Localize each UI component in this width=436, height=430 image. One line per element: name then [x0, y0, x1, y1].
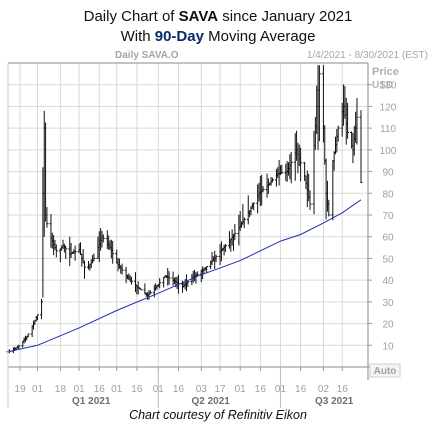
- y-tick-label: 10: [382, 341, 394, 352]
- ohlc-bar: [261, 186, 265, 193]
- ma-period-label: 90-Day: [154, 28, 204, 45]
- ohlc-bar: [120, 263, 124, 275]
- ohlc-bar: [280, 164, 284, 174]
- auto-scale-label: Auto: [374, 366, 397, 377]
- ohlc-bar: [246, 195, 250, 225]
- ohlc-bar: [64, 245, 68, 260]
- x-tick-label: 01: [32, 384, 44, 395]
- x-tick-label: 16: [94, 384, 106, 395]
- ohlc-bar: [252, 202, 256, 211]
- chart-axes: 10 20 30 40 50 60 70 80 90 100 110 120 130 19 01 18 01 16…: [15, 81, 397, 408]
- y-tick-label: 90: [382, 168, 394, 179]
- x-tick-label: 17: [215, 384, 227, 395]
- y-tick-label: 60: [382, 233, 394, 244]
- ohlc-bar: [233, 224, 237, 241]
- chart-title-line-1: Daily Chart of SAVA since January 2021: [83, 8, 353, 25]
- ohlc-bar: [45, 207, 49, 228]
- ohlc-bar: [205, 265, 209, 274]
- x-tick-label: 03: [196, 384, 208, 395]
- x-tick-label: 16: [295, 384, 307, 395]
- ticker-label: SAVA: [178, 8, 219, 25]
- x-tick-label: 19: [15, 384, 27, 395]
- y-tick-label: 30: [382, 298, 394, 309]
- ohlc-bar: [139, 288, 143, 291]
- x-tick-label: 16: [255, 384, 267, 395]
- instrument-label: Daily SAVA.O: [115, 50, 179, 61]
- quarter-label: Q3 2021: [315, 396, 354, 407]
- x-tick-label: 01: [235, 384, 247, 395]
- x-tick-label: 18: [55, 384, 67, 395]
- ohlc-bar: [270, 177, 274, 183]
- ohlc-bar: [223, 244, 227, 252]
- ohlc-bar: [92, 253, 96, 262]
- y-tick-label: 20: [382, 320, 394, 331]
- stock-chart: 10 20 30 40 50 60 70 80 90 100 110 120 130 19 01 18 01 16…: [6, 50, 428, 408]
- ohlc-bar: [359, 110, 363, 184]
- auto-scale-button[interactable]: Auto: [369, 363, 401, 378]
- x-tick-label: 16: [131, 384, 143, 395]
- price-axis-title: Price: [372, 66, 399, 78]
- ohlc-bar: [73, 245, 77, 261]
- chart-grid: [8, 63, 368, 367]
- moving-average-line: [7, 199, 362, 353]
- chart-title-line-2: With 90-Day Moving Average: [120, 28, 316, 45]
- ohlc-bar: [355, 97, 359, 145]
- ohlc-bar: [336, 125, 340, 142]
- y-tick-label: 100: [380, 146, 397, 157]
- ohlc-bar: [26, 333, 30, 338]
- x-tick-label: 16: [173, 384, 185, 395]
- ohlc-bar: [308, 190, 312, 210]
- ohlc-bar: [317, 65, 321, 142]
- ohlc-bar: [148, 290, 152, 295]
- ohlc-bar: [167, 271, 171, 285]
- x-tick-label: 01: [74, 384, 86, 395]
- ohlc-bar: [214, 254, 218, 263]
- ohlc-bars: [6, 65, 363, 354]
- x-tick-label: 01: [111, 384, 123, 395]
- chart-frame: [7, 62, 398, 408]
- ohlc-bar: [129, 276, 133, 285]
- x-tick-label: 02: [318, 384, 330, 395]
- y-tick-label: 130: [380, 81, 397, 92]
- ohlc-bar: [54, 244, 58, 258]
- y-tick-label: 40: [382, 276, 394, 287]
- ohlc-bar: [327, 199, 331, 217]
- ohlc-bar: [186, 280, 190, 287]
- ohlc-bar: [36, 314, 40, 321]
- ohlc-bar: [346, 102, 350, 139]
- quarter-label: Q2 2021: [191, 396, 230, 407]
- ohlc-bar: [195, 271, 199, 277]
- y-tick-label: 70: [382, 211, 394, 222]
- ohlc-bar: [101, 234, 105, 243]
- currency-label: USD: [372, 80, 393, 91]
- ohlc-bar: [299, 147, 303, 182]
- ohlc-bar: [83, 260, 87, 279]
- ohlc-bar: [158, 278, 162, 289]
- y-tick-label: 50: [382, 254, 394, 265]
- quarter-label: Q1 2021: [72, 396, 111, 407]
- ohlc-bar: [289, 151, 293, 184]
- ohlc-bar: [242, 217, 246, 229]
- ohlc-bar: [162, 276, 166, 288]
- y-tick-label: 120: [380, 102, 397, 113]
- ohlc-bar: [111, 241, 115, 264]
- y-tick-label: 110: [380, 124, 396, 135]
- y-tick-label: 80: [382, 189, 394, 200]
- x-tick-label: 16: [337, 384, 349, 395]
- chart-credit: Chart courtesy of Refinitiv Eikon: [129, 408, 307, 422]
- date-range-label: 1/4/2021 - 8/30/2021 (EST): [307, 50, 428, 61]
